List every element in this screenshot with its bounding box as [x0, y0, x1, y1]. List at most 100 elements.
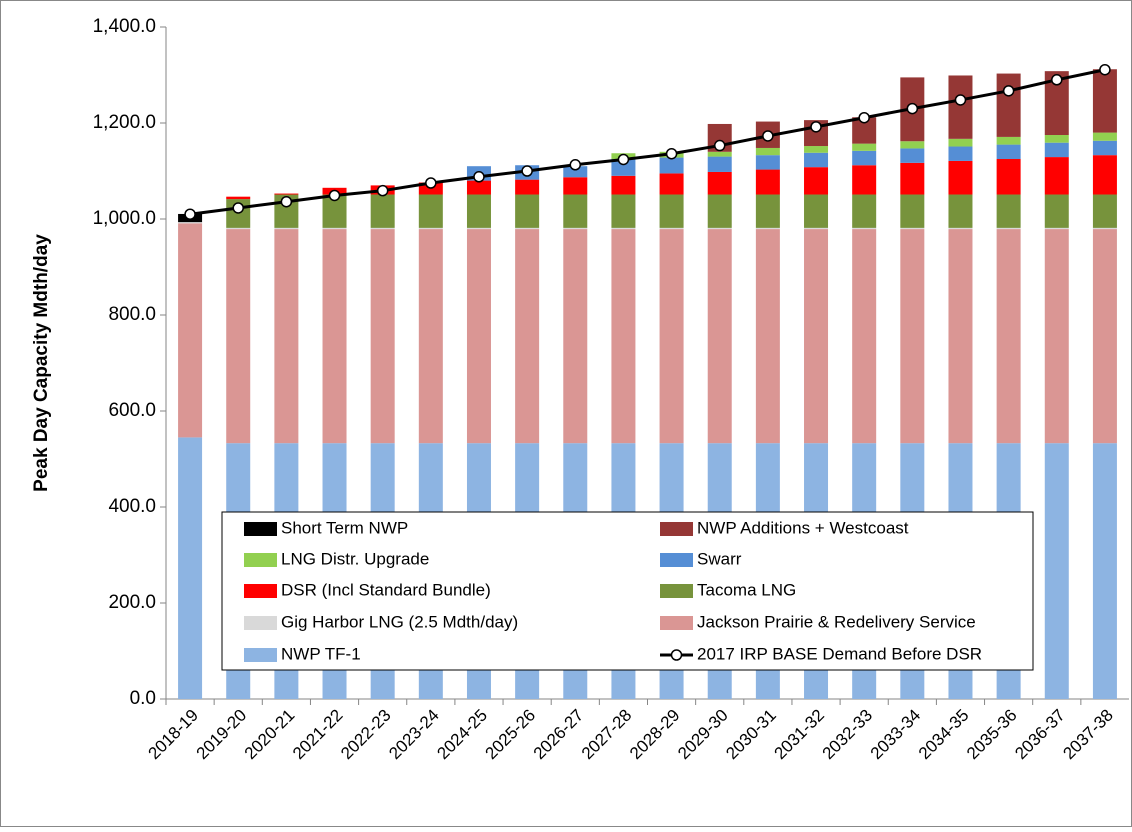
- y-tick-label: 600.0: [108, 400, 156, 421]
- bar-segment: [948, 138, 973, 147]
- demand-marker: [569, 159, 582, 171]
- legend-swatch: [244, 553, 277, 567]
- bar-segment: [178, 223, 203, 438]
- bar-segment: [466, 194, 491, 228]
- bar-segment: [1092, 229, 1117, 444]
- bar-segment: [996, 136, 1021, 145]
- bar-segment: [611, 194, 636, 228]
- bar-segment: [563, 229, 588, 444]
- demand-marker: [713, 139, 726, 152]
- bar-segment: [755, 194, 780, 228]
- demand-marker: [858, 111, 870, 124]
- bar-segment: [466, 229, 491, 444]
- bar-segment: [466, 227, 491, 230]
- bar-segment: [707, 194, 732, 228]
- demand-marker: [906, 102, 919, 115]
- bar-segment: [707, 227, 732, 230]
- bar-segment: [804, 229, 829, 444]
- bar-segment: [1092, 443, 1117, 699]
- bar-segment: [1044, 443, 1069, 699]
- demand-marker: [665, 147, 678, 160]
- demand-marker: [425, 177, 437, 189]
- legend-swatch: [660, 584, 693, 598]
- demand-marker: [184, 208, 196, 220]
- legend-swatch: [244, 522, 277, 536]
- bar-segment: [996, 227, 1021, 230]
- bar-segment: [755, 147, 780, 156]
- legend-label: Tacoma LNG: [697, 580, 796, 599]
- bar-segment: [1044, 135, 1069, 143]
- bar-segment: [563, 227, 588, 230]
- bar-segment: [659, 227, 684, 230]
- bar-segment: [804, 194, 829, 228]
- bar-segment: [707, 229, 732, 444]
- bar-segment: [900, 194, 925, 228]
- legend-swatch: [244, 584, 277, 598]
- bar-segment: [900, 227, 925, 230]
- y-tick-label: 200.0: [108, 592, 156, 613]
- bar-segment: [515, 229, 540, 444]
- bar-segment: [322, 229, 347, 444]
- bar-segment: [370, 227, 395, 230]
- y-tick-label: 1,000.0: [93, 208, 156, 229]
- bar-segment: [996, 73, 1021, 137]
- demand-marker: [954, 94, 967, 106]
- demand-marker: [376, 184, 389, 197]
- bar-segment: [1044, 194, 1069, 228]
- y-tick-label: 0.0: [130, 688, 156, 709]
- bar-segment: [755, 155, 780, 170]
- bar-segment: [1044, 227, 1069, 230]
- bar-segment: [1092, 132, 1117, 141]
- demand-marker: [762, 130, 774, 142]
- bar-segment: [418, 227, 443, 230]
- y-axis-title: Peak Day Capacity Mdth/day: [31, 234, 52, 492]
- bar-segment: [659, 157, 684, 174]
- bar-segment: [996, 159, 1021, 195]
- bar-segment: [418, 194, 443, 228]
- bar-segment: [900, 162, 925, 195]
- bar-segment: [274, 227, 299, 230]
- bar-segment: [1044, 142, 1069, 158]
- legend-label: 2017 IRP BASE Demand Before DSR: [697, 644, 982, 663]
- demand-marker: [328, 189, 341, 202]
- demand-line: [189, 68, 1106, 216]
- bar-segment: [1092, 155, 1117, 195]
- bar-segment: [852, 165, 877, 195]
- bar-segment: [1092, 69, 1117, 133]
- demand-marker: [1099, 63, 1111, 76]
- bar-segment: [178, 437, 203, 699]
- bar-segment: [226, 227, 251, 230]
- bar-segment: [996, 229, 1021, 444]
- bar-segment: [1092, 227, 1117, 230]
- bar-segment: [611, 227, 636, 230]
- bar-segment: [707, 156, 732, 172]
- bar-segment: [852, 229, 877, 444]
- demand-marker: [810, 121, 822, 133]
- legend-swatch: [244, 616, 277, 630]
- bar-segment: [611, 159, 636, 176]
- bar-segment: [515, 227, 540, 230]
- bar-segment: [418, 229, 443, 444]
- bar-segment: [322, 227, 347, 230]
- bar-segment: [563, 194, 588, 228]
- bar-segment: [996, 144, 1021, 159]
- demand-marker: [521, 165, 533, 177]
- legend-label: Short Term NWP: [281, 518, 408, 537]
- legend-label: NWP TF-1: [281, 644, 361, 663]
- bar-segment: [852, 150, 877, 166]
- legend-marker: [670, 649, 683, 661]
- bar-segment: [515, 179, 540, 195]
- bar-segment: [370, 229, 395, 444]
- bar-segment: [804, 227, 829, 230]
- bar-segment: [996, 194, 1021, 228]
- bar-segment: [515, 194, 540, 228]
- legend-label: Swarr: [697, 549, 742, 568]
- y-tick-label: 400.0: [108, 496, 156, 517]
- bar-segment: [659, 173, 684, 195]
- bar-segment: [948, 160, 973, 195]
- demand-marker: [617, 153, 630, 166]
- bar-segment: [659, 229, 684, 444]
- bar-segment: [900, 141, 925, 149]
- legend-box: [221, 511, 1034, 671]
